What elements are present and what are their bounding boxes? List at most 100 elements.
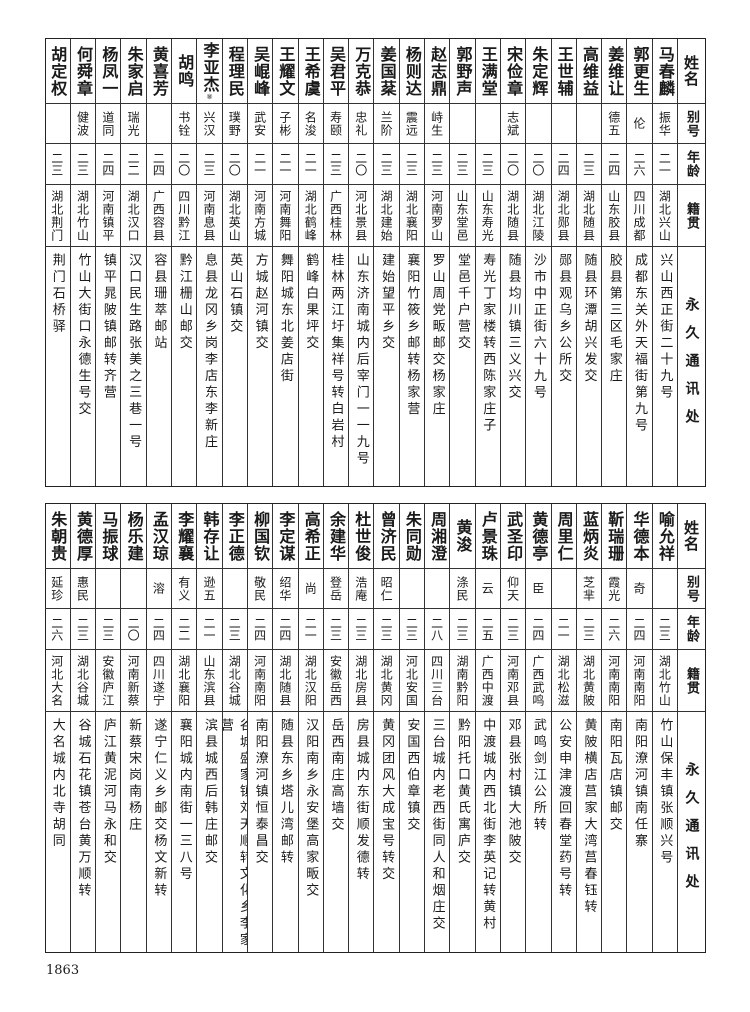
person-column: 姜国棻 兰阶 二三 湖北建始 建始望平乡交 [373,39,399,486]
person-column: 周湘澄 二八 四川三台 三台城内老西街同人和烟庄交 [424,504,450,952]
person-column: 孟汉琼溶二四 四川遂宁 遂宁仁义乡邮交杨文新转 [145,504,172,952]
person-column: 郭野声 二三 山东堂邑 堂邑千户营交 [449,39,475,486]
person-age: 二一 [303,617,318,641]
native-cell: 河南舞阳 [273,185,298,247]
person-name: 李正德 [225,510,245,562]
age-cell: 二四 [96,144,121,185]
person-age: 二四 [151,617,166,641]
name-cell: 杨乐建 [121,504,146,569]
alias-cell: 伦 [627,104,652,144]
person-name: 卢景珠 [478,510,498,562]
person-column: 韩存让 逊五 二一 山东滨县 滨县城西后韩庄邮交 [196,504,222,952]
address-cell: 岳西南庄高墙交 [324,712,348,952]
address-cell: 竹山大街口永德生号交 [71,247,95,486]
person-alias: 子彬 [277,110,292,137]
person-name: 胡鸣 [175,54,195,88]
address-cell: 房县城内东街顺发德转 [349,712,373,952]
person-column: 李耀襄 有义 二二 湖北襄阳 襄阳城内南街一三八号 [171,504,197,952]
name-cell: 周湘澄 [425,504,450,569]
person-age: 二三 [227,617,242,641]
person-address: 黔阳托口黄氏寓庐交 [454,718,470,867]
person-address: 中渡城内西北街李英记转黄村 [480,718,496,933]
header-column: 姓名 别号 年龄 籍贯 永久通讯处 [677,39,705,486]
native-cell: 河南南阳 [627,650,652,712]
alias-cell: 道同 [96,104,121,144]
native-cell: 湖北汉阳 [298,650,323,712]
person-address: 方城赵河镇交 [252,253,268,352]
person-name: 韩存让 [200,510,220,562]
person-age: 二四 [606,152,621,176]
person-name: 万克恭 [352,45,372,97]
person-name: 周里仁 [554,510,574,562]
person-alias: 志斌 [505,110,520,137]
name-cell: 杨则达 [399,39,425,104]
person-address: 新蔡宋岗南杨庄 [126,718,142,834]
native-cell: 河南息县 [197,185,222,247]
alias-cell: 璞野 [222,104,247,144]
name-wrap: 姜国棻 [375,46,399,97]
header-cell-address: 永久通讯处 [678,247,705,486]
person-name: 孟汉琼 [149,510,169,562]
person-address: 岳西南庄高墙交 [328,718,344,834]
footnote-marker: ⑧ [206,92,213,101]
person-native: 河南罗山 [429,189,444,242]
address-cell: 南阳瓦店镇邮交 [602,712,626,952]
alias-cell [450,104,475,144]
native-cell: 四川三台 [425,650,450,712]
person-age: 二一 [202,617,216,641]
header-label-age: 年龄 [684,150,699,178]
name-wrap: 王希虞 [299,46,323,97]
person-name: 喻允祥 [655,510,675,562]
person-column: 郭更生伦二六 四川成都 成都东关外天福街第九号 [626,39,652,486]
alias-cell [96,569,121,609]
name-wrap: 程理民 [223,46,247,97]
person-native: 安徽岳西 [328,654,343,707]
person-native: 四川成都 [632,189,647,242]
alias-cell [399,569,425,609]
name-wrap: 宋俭章 [501,46,525,97]
age-cell: 二三 [576,144,602,185]
person-column: 黄德亭臣二四 广西武鸣 武鸣剑江公所转 [525,504,551,952]
person-name: 杜世俊 [352,510,372,562]
header-label-alias: 别号 [684,109,699,138]
person-native: 河南南阳 [252,654,267,707]
name-cell: 柳国钦 [247,504,273,569]
name-cell: 胡鸣 [172,39,197,104]
person-address: 舞阳城东北姜店街 [277,253,293,385]
person-name: 李耀襄 [175,510,195,562]
person-age: 二三 [581,152,596,176]
person-native: 四川三台 [429,654,444,707]
person-alias: 忠礼 [353,110,368,137]
address-cell: 武鸣剑江公所转 [526,712,550,952]
native-cell: 湖北鹤峰 [298,185,323,247]
roster-table-top: 姓名 别号 年龄 籍贯 永久通讯处 马春麟 振华 二一 湖北兴山 兴山西正街二十九号 郭更生伦二六四… [44,38,706,487]
person-name: 周湘澄 [428,510,448,562]
alias-cell [475,104,500,144]
native-cell: 广西武鸣 [526,650,551,712]
address-cell: 大名城内北寺胡同 [45,712,70,952]
person-column: 余建华 登岳 二三 安徽岳西 岳西南庄高墙交 [322,504,349,952]
person-name: 余建华 [326,510,346,562]
native-cell: 湖北谷城 [222,650,247,712]
person-address: 南阳潦河镇恒泰昌交 [252,718,268,867]
person-address: 汉口民生路张美之三巷一号 [126,253,142,451]
person-name: 李亚杰 [200,41,220,93]
person-address: 黄陂横店莒家大湾莒春钰转 [581,718,597,916]
person-address: 堂邑千户营交 [454,253,470,352]
person-native: 广西中渡 [480,654,495,707]
name-wrap: 蓝炳炎 [577,511,601,562]
alias-cell: 忠礼 [349,104,374,144]
name-cell: 朱同勋 [399,504,425,569]
person-native: 湖北松滋 [556,654,571,707]
person-alias: 涤民 [454,575,469,602]
person-name: 吴君平 [326,45,346,97]
person-column: 程理民 璞野 二〇 湖北英山 英山石镇交 [221,39,247,486]
age-cell: 二一 [197,609,222,650]
address-cell: 滨县城西后韩庄邮交 [197,712,221,952]
person-name: 王满堂 [478,45,498,97]
age-cell: 二三 [197,144,222,185]
name-wrap: 李耀襄 [172,511,196,562]
address-cell: 谷城石花镇苍台黄万顺转 [71,712,95,952]
age-cell: 二三 [96,609,121,650]
person-age: 二一 [657,152,672,176]
